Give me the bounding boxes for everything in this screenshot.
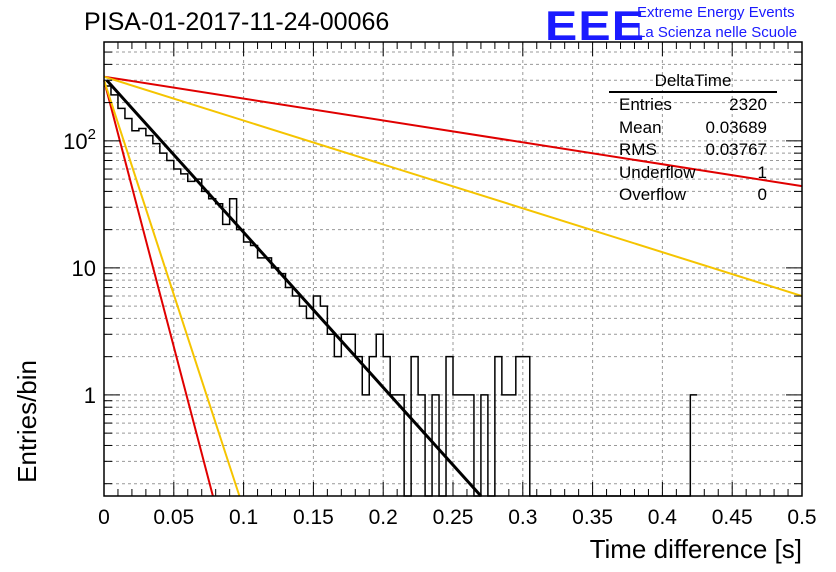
series-line-4 <box>103 79 241 497</box>
y-tick-label: 1 <box>84 383 96 408</box>
grid-lines <box>104 41 802 496</box>
series-line-2 <box>103 75 803 298</box>
x-tick-label: 0.2 <box>369 506 398 529</box>
x-tick-label: 0.25 <box>433 506 474 529</box>
x-tick-label: 0.05 <box>153 506 194 529</box>
stats-box: DeltaTime Entries 2320 Mean 0.03689 RMS 0.0… <box>609 72 777 207</box>
x-tick-label: 0.5 <box>787 506 816 529</box>
x-tick-label: 0.4 <box>648 506 678 529</box>
y-axis-label: Entries/bin <box>12 360 42 483</box>
x-tick-label: 0.45 <box>712 506 753 529</box>
stats-row-entries: Entries 2320 <box>619 95 767 114</box>
axes: 0 0.05 0.1 0.15 0.2 0.25 0.3 0.35 0.4 0.45 0.5 1 10 1… <box>63 41 817 529</box>
stats-row-rms: RMS 0.03767 <box>619 140 767 159</box>
x-tick-label: 0.3 <box>508 506 537 529</box>
fit-curves <box>103 75 803 498</box>
x-tick-label: 0.35 <box>572 506 613 529</box>
x-tick-label: 0 <box>98 506 110 529</box>
x-tick-label: 0.15 <box>293 506 334 529</box>
series-line-3 <box>103 79 214 497</box>
logo-line-1: Extreme Energy Events <box>637 4 795 21</box>
eee-logo: EEE <box>545 2 646 49</box>
series-line-1 <box>103 75 803 188</box>
chart-title: PISA-01-2017-11-24-00066 <box>84 8 390 36</box>
x-tick-label: 0.1 <box>229 506 258 529</box>
logo-line-2: La Scienza nelle Scuole <box>637 24 798 41</box>
series-line-0 <box>105 79 483 498</box>
stats-row-overflow: Overflow 0 <box>619 185 767 204</box>
stats-row-underflow: Underflow 1 <box>619 162 767 182</box>
y-tick-label: 10 <box>72 256 96 281</box>
y-tick-label: 102 <box>63 126 96 154</box>
x-axis-label: Time difference [s] <box>589 534 802 564</box>
stats-row-mean: Mean 0.03689 <box>619 117 767 137</box>
stats-title: DeltaTime <box>609 72 777 93</box>
